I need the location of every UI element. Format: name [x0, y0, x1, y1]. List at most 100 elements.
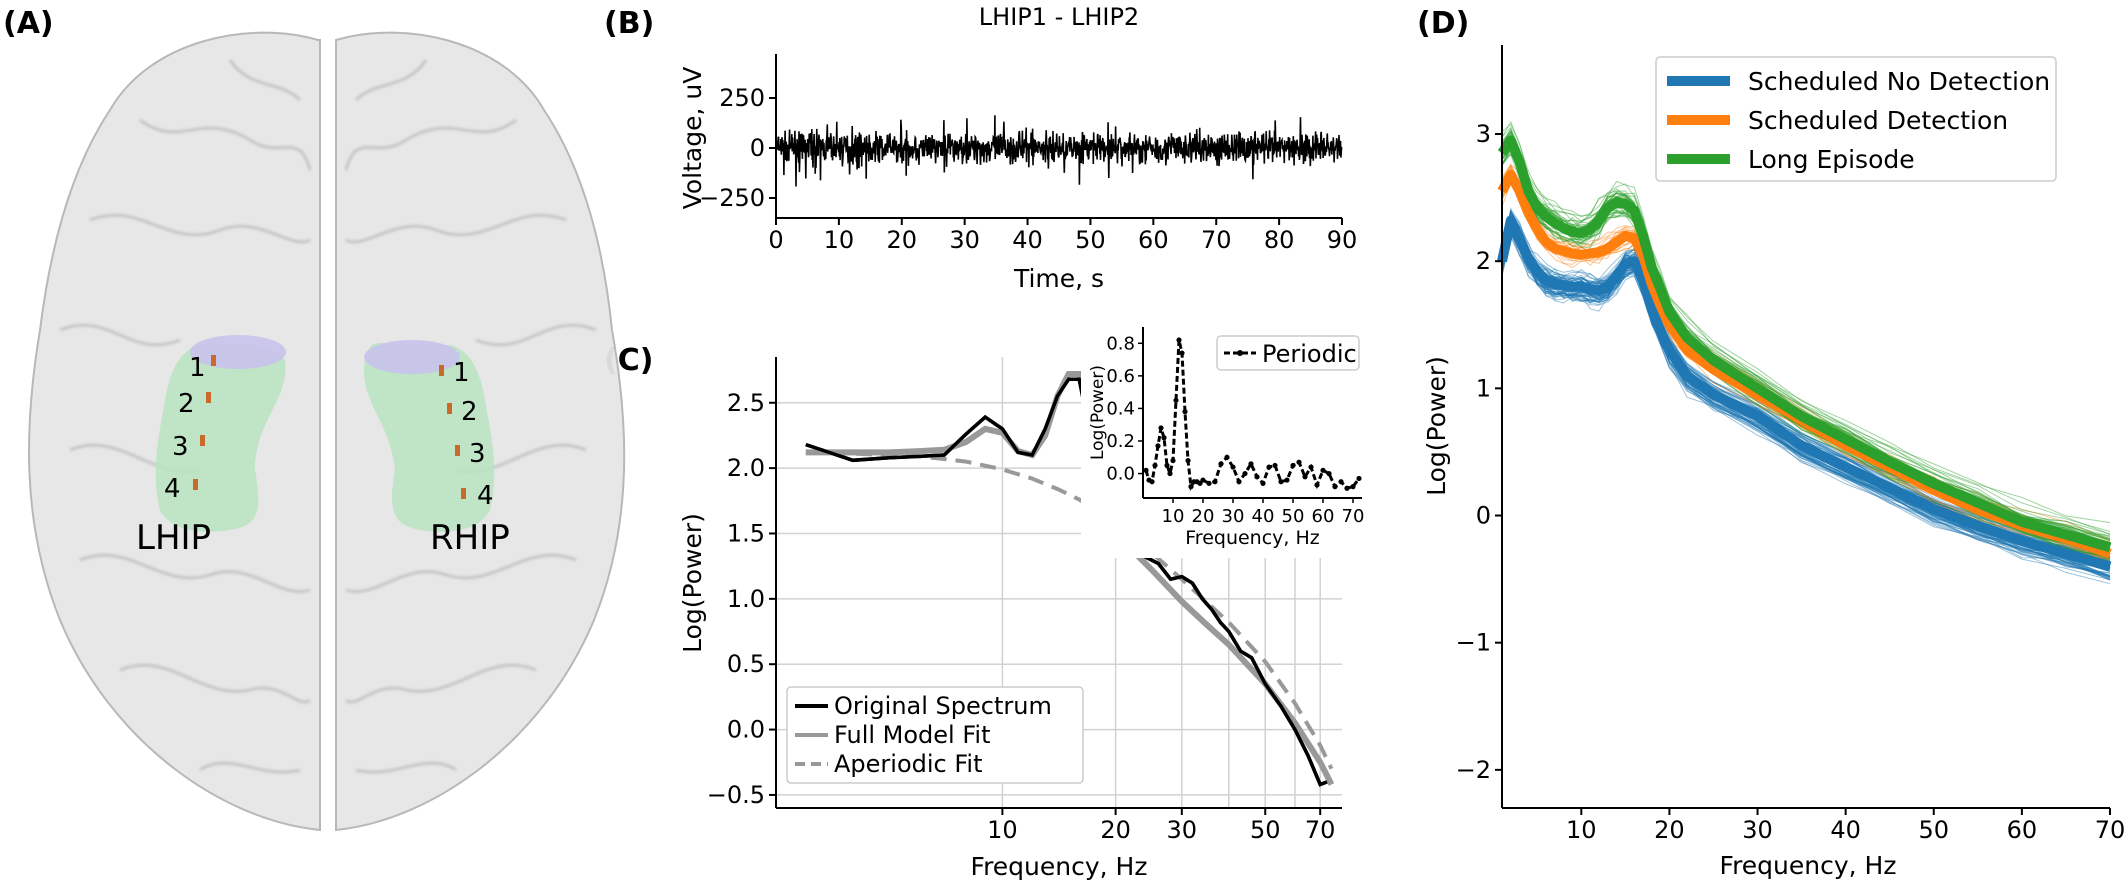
chart-d-trace-1 [1501, 179, 2111, 563]
right-amygdala [364, 340, 460, 374]
chart-c-inset-point [1344, 485, 1350, 491]
chart-d-trace-2 [1501, 144, 2111, 554]
brain-illustration: 1 2 3 4 1 2 3 4 LHIP RHIP [27, 31, 626, 832]
chart-b-x-tick-label: 40 [1012, 226, 1043, 254]
chart-c-legend-label: Full Model Fit [834, 721, 991, 749]
chart-d-trace-2 [1501, 144, 2111, 547]
chart-c-inset-point [1188, 484, 1194, 490]
chart-b-x-tick-label: 50 [1075, 226, 1106, 254]
chart-c-x-label: Frequency, Hz [971, 852, 1148, 881]
chart-d-x-tick-label: 30 [1742, 816, 1773, 844]
chart-d-trace-0 [1501, 210, 2111, 556]
chart-d-trace-1 [1501, 182, 2111, 560]
chart-d-trace-0 [1501, 229, 2111, 580]
chart-c-inset-y-tick-label: 0.2 [1106, 431, 1135, 452]
chart-d-trace-0 [1501, 211, 2111, 566]
chart-d-trace-2 [1501, 137, 2111, 552]
chart-d-y-tick-label: 1 [1476, 374, 1491, 402]
sulci [59, 59, 597, 774]
chart-d-trace-0 [1501, 219, 2111, 564]
chart-d-trace-0 [1501, 233, 2111, 579]
chart-d-trace-0 [1501, 214, 2111, 558]
left-region-label: LHIP [136, 518, 211, 558]
chart-b-title: LHIP1 - LHIP2 [979, 3, 1139, 31]
chart-b-y-tick-label: 0 [750, 134, 765, 162]
left-hippocampus [155, 343, 286, 532]
chart-c-inset-point [1164, 462, 1170, 469]
chart-c-inset-point [1266, 464, 1272, 470]
chart-d-trace-0 [1501, 208, 2111, 556]
chart-c: 10 20 30 50 70 −0.5 0.0 0.5 1.0 1.5 2.0 2.5 Frequenc… [678, 315, 1376, 881]
right-region-label: RHIP [430, 518, 510, 558]
chart-b-x-tick-label: 80 [1264, 226, 1295, 254]
chart-d-y-tick-label: 3 [1476, 120, 1491, 148]
chart-c-x-tick-label: 50 [1250, 816, 1281, 844]
chart-b-y-label: Voltage, uV [678, 67, 707, 210]
chart-c-inset-point [1356, 475, 1362, 482]
chart-c-x-tick-label: 20 [1100, 816, 1131, 844]
chart-d-legend-label: Scheduled No Detection [1748, 67, 2050, 96]
chart-c-inset-legend-marker [1237, 350, 1243, 356]
chart-c-inset-point [1302, 474, 1308, 480]
chart-c-inset-point [1314, 482, 1320, 488]
chart-d-trace-2 [1501, 127, 2111, 542]
chart-c-inset-point [1182, 409, 1188, 415]
chart-c-y-tick-label: 2.5 [727, 389, 765, 417]
chart-c-inset-point [1149, 479, 1155, 485]
chart-d-trace-0 [1501, 235, 2111, 581]
chart-d-trace-0 [1501, 212, 2111, 555]
chart-c-y-tick-label: 1.0 [727, 585, 765, 613]
chart-d-trace-2 [1501, 134, 2111, 540]
chart-d-trace-2 [1501, 144, 2111, 551]
right-contacts [439, 365, 466, 499]
chart-c-inset-point [1326, 470, 1332, 477]
chart-d-trace-0 [1501, 217, 2111, 564]
chart-d-trace-2 [1501, 138, 2111, 541]
chart-d-mean-2 [1497, 135, 2112, 553]
chart-c-inset-point [1173, 397, 1179, 403]
chart-d-trace-0 [1501, 210, 2111, 560]
chart-d-trace-2 [1501, 143, 2111, 550]
chart-d-y-tick-label: 2 [1476, 247, 1491, 275]
chart-c-inset-point [1308, 464, 1314, 470]
chart-c-inset-x-tick-label: 40 [1252, 506, 1275, 527]
chart-c-inset-x-tick-label: 10 [1162, 506, 1185, 527]
right-contact-2: 2 [461, 397, 478, 427]
chart-c-inset-point [1320, 467, 1326, 473]
chart-d-trace-1 [1501, 181, 2111, 561]
chart-d-trace-2 [1501, 137, 2111, 545]
chart-d-trace-2 [1501, 145, 2111, 553]
chart-c-inset: 10 20 30 40 50 60 70 0.0 0.2 0.4 0.6 0.8 Frequency, … [1081, 315, 1376, 558]
chart-d-x-tick-label: 70 [2095, 816, 2126, 844]
chart-c-inset-point [1200, 477, 1206, 483]
chart-c-inset-point [1158, 425, 1164, 431]
chart-c-inset-x-tick-label: 30 [1222, 506, 1245, 527]
chart-d-trace-2 [1501, 123, 2111, 535]
left-contact-3: 3 [172, 432, 189, 462]
chart-d-trace-2 [1501, 138, 2111, 550]
chart-d-legend: Scheduled No Detection Scheduled Detectio… [1655, 56, 2057, 182]
chart-c-inset-point [1284, 477, 1290, 483]
chart-c-inset-point [1296, 459, 1302, 465]
left-contacts [193, 355, 216, 490]
chart-c-inset-point [1332, 484, 1338, 490]
chart-d-y-tick-label: −1 [1456, 629, 1491, 657]
chart-d-trace-2 [1501, 129, 2111, 539]
chart-d-trace-2 [1501, 134, 2111, 543]
chart-b-x-tick-label: 10 [824, 226, 855, 254]
chart-c-inset-point [1206, 480, 1212, 486]
chart-c-y-label: Log(Power) [678, 513, 707, 653]
chart-d-trace-2 [1501, 145, 2111, 553]
chart-d-x-tick-label: 50 [1918, 816, 1949, 844]
chart-b-x-tick-label: 60 [1138, 226, 1169, 254]
chart-d-trace-2 [1501, 136, 2111, 540]
chart-c-inset-point [1218, 461, 1224, 467]
chart-d-trace-0 [1501, 211, 2111, 552]
chart-d-x-tick-label: 40 [1830, 816, 1861, 844]
chart-c-inset-y-tick-label: 0.6 [1106, 366, 1135, 387]
chart-c-inset-point [1185, 457, 1191, 464]
chart-d-trace-0 [1501, 210, 2111, 556]
